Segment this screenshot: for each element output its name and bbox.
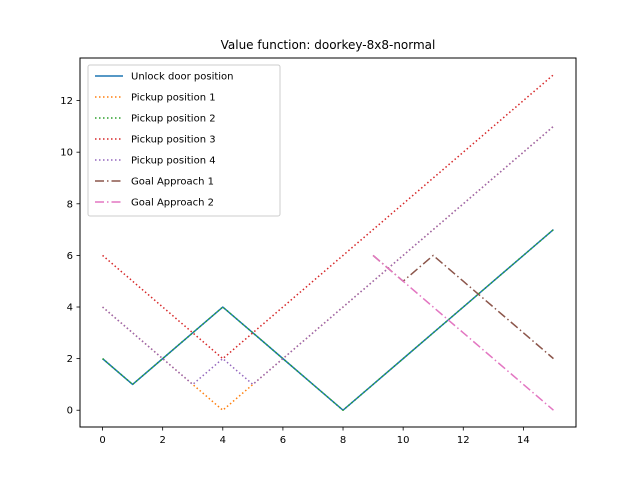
x-tick-label: 0 bbox=[99, 435, 105, 446]
plot-frame bbox=[79, 57, 577, 428]
x-tick-label: 14 bbox=[517, 435, 530, 446]
x-tick-label: 2 bbox=[159, 435, 165, 446]
x-tick-label: 6 bbox=[280, 435, 286, 446]
legend-entry-unlock-door-position: Unlock door position bbox=[131, 72, 234, 83]
legend-frame bbox=[87, 64, 281, 217]
y-tick-label: 6 bbox=[67, 251, 73, 262]
legend-entry-pickup-position-1: Pickup position 1 bbox=[131, 93, 216, 104]
series-line-pickup-position-2 bbox=[102, 229, 554, 411]
series-lines bbox=[102, 74, 554, 411]
y-tick-label: 12 bbox=[60, 96, 73, 107]
y-tick-label: 2 bbox=[67, 354, 73, 365]
legend-entry-pickup-position-3: Pickup position 3 bbox=[131, 135, 216, 146]
x-axis: 0 2 4 6 8 10 12 14 bbox=[99, 427, 530, 446]
y-tick-label: 0 bbox=[67, 406, 73, 417]
chart-title: Value function: doorkey-8x8-normal bbox=[221, 38, 436, 52]
series-line-goal-approach-2 bbox=[372, 254, 554, 411]
y-tick-label: 10 bbox=[60, 148, 73, 159]
legend-entry-goal-approach-1: Goal Approach 1 bbox=[131, 177, 214, 188]
x-tick-label: 10 bbox=[397, 435, 410, 446]
y-axis: 0 2 4 6 8 10 12 bbox=[60, 96, 80, 417]
x-tick-label: 8 bbox=[340, 435, 346, 446]
legend-entry-pickup-position-4: Pickup position 4 bbox=[131, 156, 216, 167]
series-line-pickup-position-4 bbox=[102, 125, 554, 386]
legend-entry-goal-approach-2: Goal Approach 2 bbox=[131, 198, 214, 209]
legend: Unlock door position Pickup position 1 Pic… bbox=[87, 64, 281, 217]
x-tick-label: 4 bbox=[220, 435, 226, 446]
y-tick-label: 4 bbox=[67, 303, 73, 314]
legend-entry-pickup-position-2: Pickup position 2 bbox=[131, 114, 216, 125]
x-tick-label: 12 bbox=[457, 435, 470, 446]
series-line-pickup-position-3 bbox=[102, 74, 554, 360]
y-tick-label: 8 bbox=[67, 199, 73, 210]
